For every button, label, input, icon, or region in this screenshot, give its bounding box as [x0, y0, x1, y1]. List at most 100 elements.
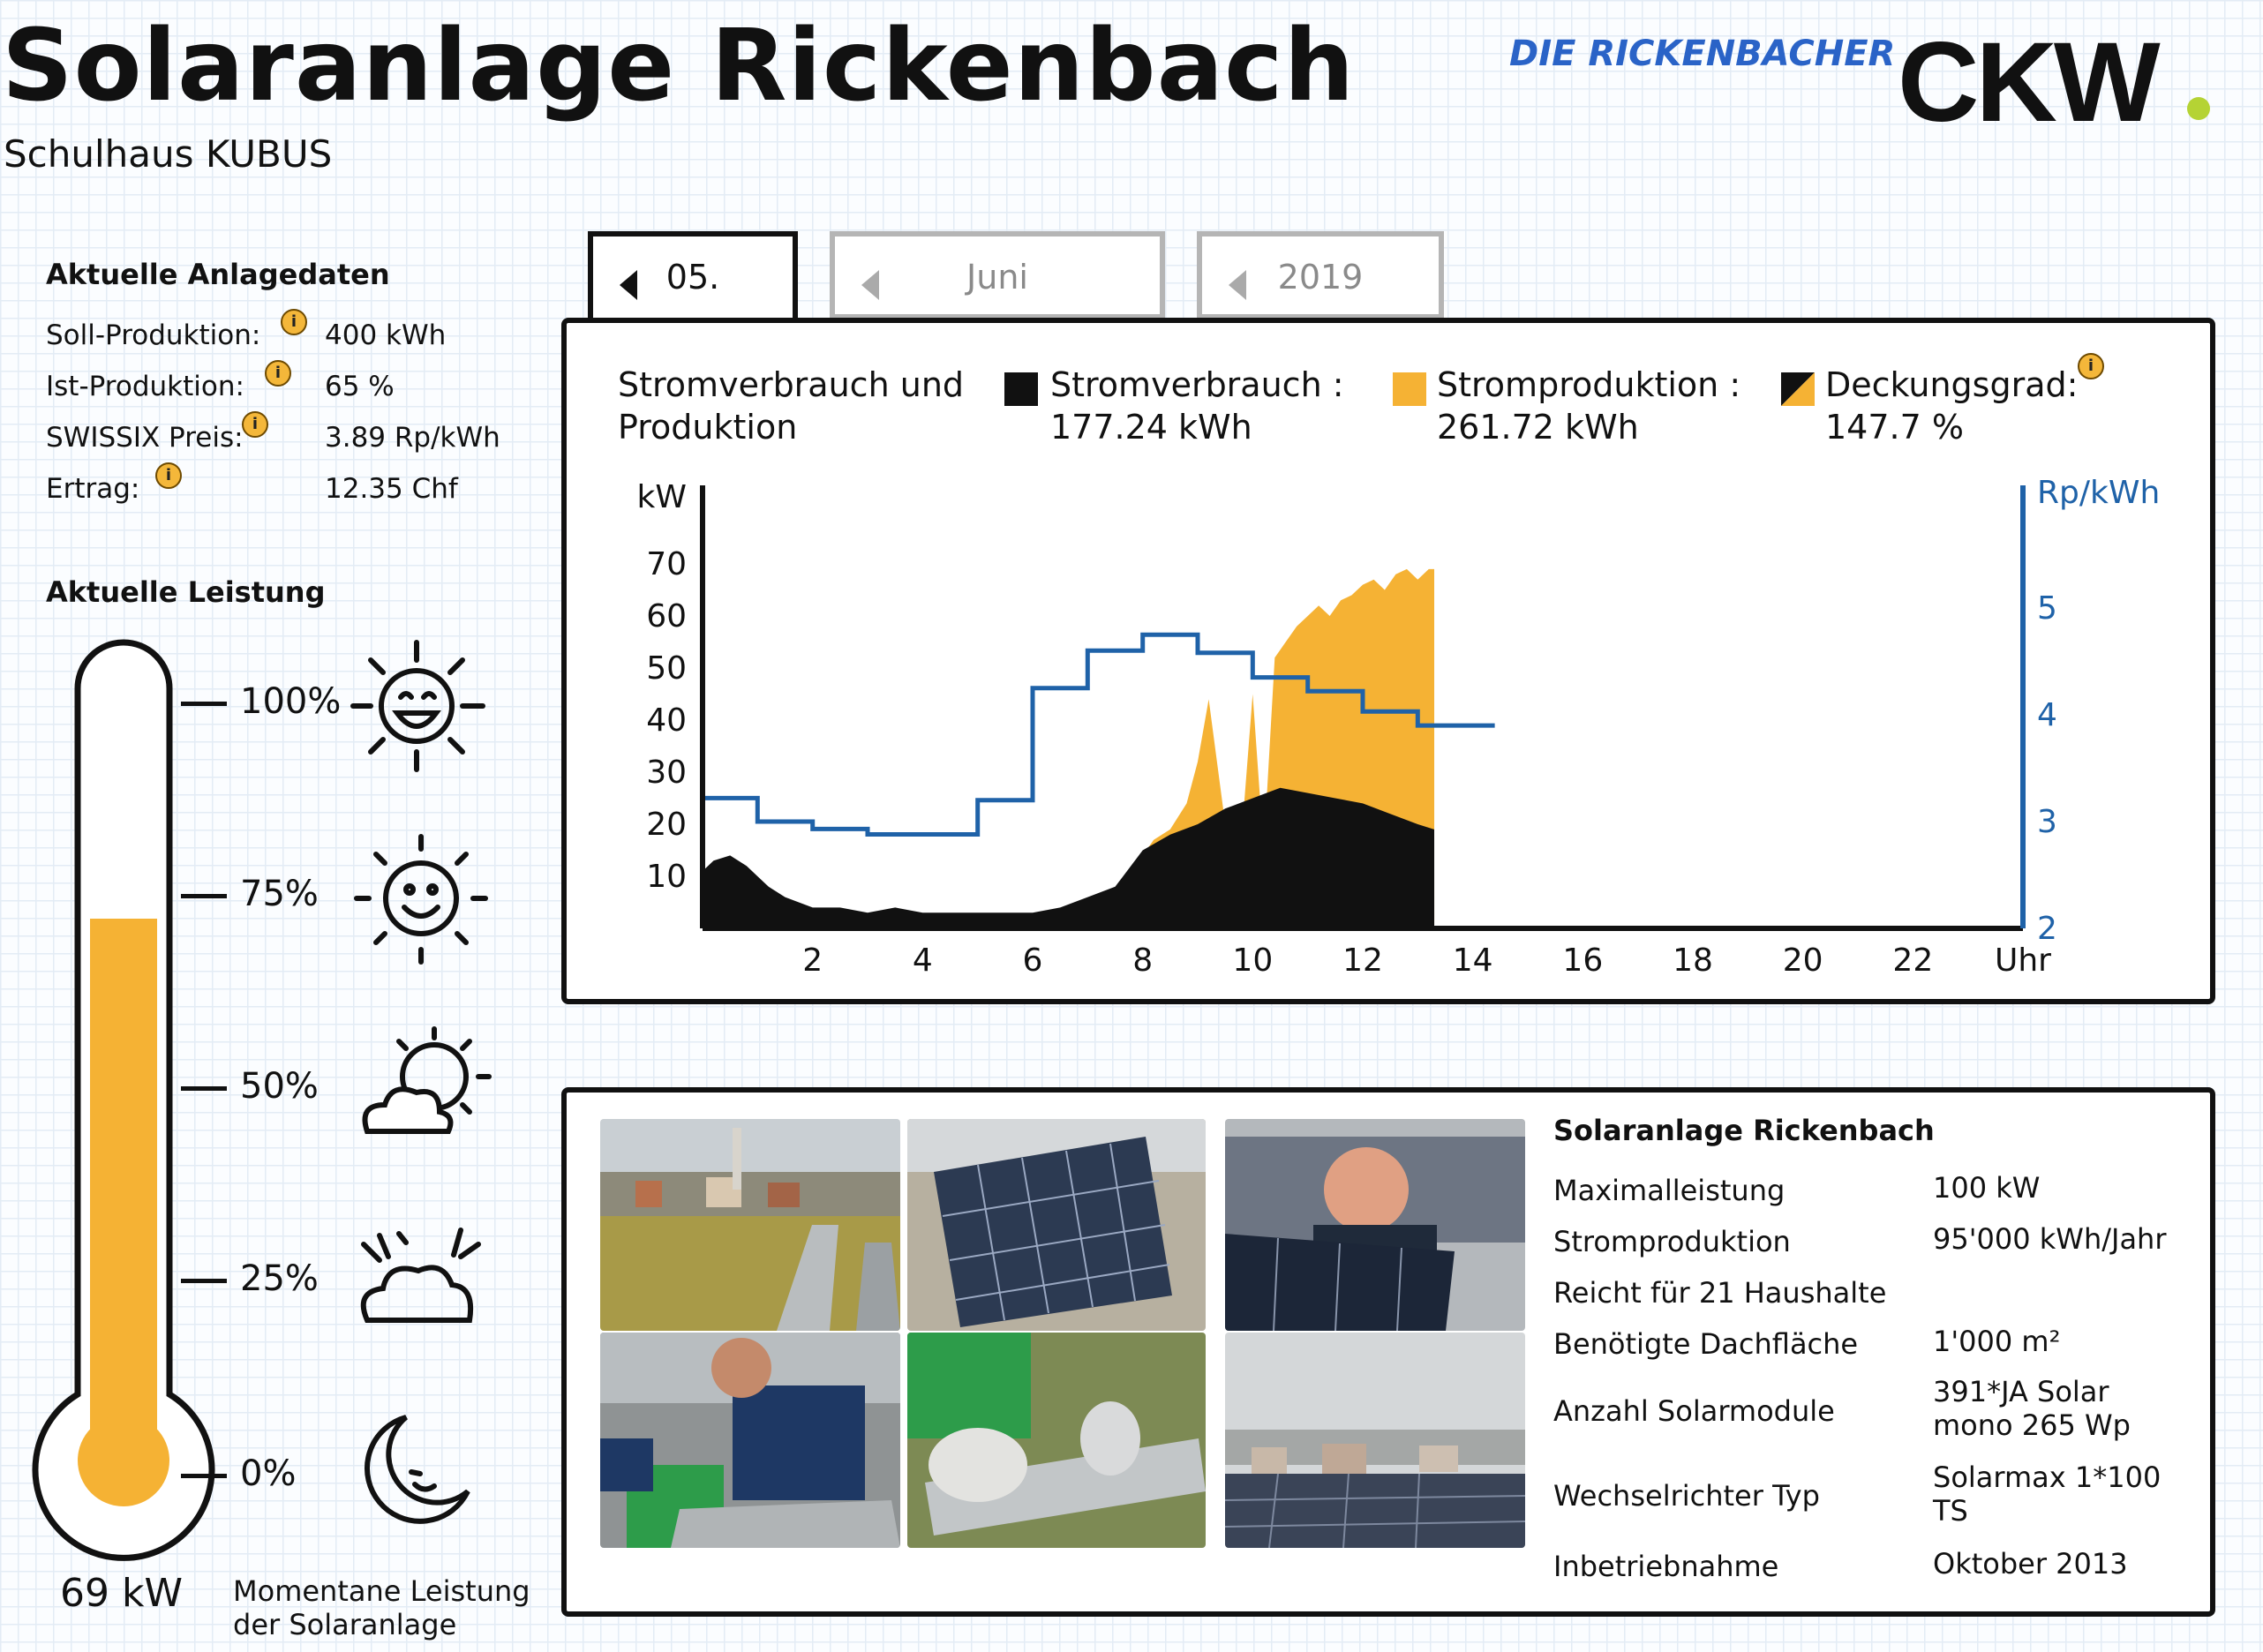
x-tick-label: 4 — [913, 942, 933, 979]
consumption-area — [703, 787, 1435, 928]
fact-label: Benötigte Dachfläche — [1553, 1327, 1859, 1361]
legend-deckungsgrad-label: Deckungsgrad: — [1825, 365, 2079, 404]
anlagedaten-heading: Aktuelle Anlagedaten — [46, 258, 390, 291]
fact-value: 95'000 kWh/Jahr — [1933, 1222, 2167, 1256]
x-tick-label: 22 — [1892, 942, 1933, 979]
soll-produktion-value: 400 kWh — [325, 319, 447, 351]
chart-title-2: Produktion — [618, 408, 798, 447]
scale-tick — [181, 894, 227, 898]
fact-label: Stromproduktion — [1553, 1225, 1791, 1258]
x-tick-label: 8 — [1132, 942, 1153, 979]
logo-dot — [2187, 97, 2210, 120]
x-tick-label: 14 — [1453, 942, 1493, 979]
y-tick-label: 70 — [646, 546, 687, 582]
foggy-panels-photo — [1225, 1333, 1525, 1548]
y-tick-label: 60 — [646, 598, 687, 635]
y2-tick-label: 4 — [2037, 697, 2057, 733]
y-tick-label: 10 — [646, 859, 687, 895]
info-icon[interactable]: i — [281, 309, 307, 335]
fact-label: Wechselrichter Typ — [1553, 1479, 1820, 1513]
ertrag-value: 12.35 Chf — [325, 473, 458, 505]
legend-swatch-verbrauch — [1004, 372, 1038, 406]
fact-label: Maximalleistung — [1553, 1174, 1786, 1207]
thermometer-bulb — [78, 1415, 169, 1506]
ist-produktion-label: Ist-Produktion: — [46, 371, 244, 402]
y2-tick-label: 2 — [2037, 911, 2057, 947]
tab-month-label: Juni — [966, 258, 1028, 297]
y-tick-label: 50 — [646, 650, 687, 687]
ist-produktion-value: 65 % — [325, 371, 395, 402]
solar-panel-closeup-photo — [907, 1119, 1206, 1331]
y-tick-label: 30 — [646, 755, 687, 791]
info-icon[interactable]: i — [242, 411, 268, 438]
scale-tick — [181, 1279, 227, 1283]
gloved-hands-photo — [907, 1333, 1206, 1548]
fact-label: Reicht für 21 Haushalte — [1553, 1276, 1887, 1310]
x-tick-label: 12 — [1342, 942, 1383, 979]
legend-swatch-produktion — [1393, 372, 1426, 406]
legend-verbrauch-value: 177.24 kWh — [1050, 408, 1252, 447]
ckw-logo: CKW — [1898, 19, 2161, 146]
info-icon[interactable]: i — [155, 462, 182, 489]
y2-tick-label: 5 — [2037, 590, 2057, 627]
tab-year-label: 2019 — [1277, 258, 1364, 297]
soll-produktion-label: Soll-Produktion: — [46, 319, 261, 351]
chevron-left-icon[interactable] — [1229, 270, 1246, 300]
ertrag-label: Ertrag: — [46, 473, 140, 505]
fact-label: Anzahl Solarmodule — [1553, 1394, 1835, 1428]
worker-holding-panel-photo — [1225, 1119, 1525, 1331]
info-icon[interactable]: i — [265, 360, 291, 387]
sun-cloud-icon — [362, 1026, 492, 1134]
legend-verbrauch-label: Stromverbrauch : — [1050, 365, 1344, 404]
page-subtitle: Schulhaus KUBUS — [4, 132, 333, 176]
x-tick-label: 18 — [1673, 942, 1713, 979]
legend-deckungsgrad-value: 147.7 % — [1825, 408, 1964, 447]
x-tick-label: 10 — [1232, 942, 1273, 979]
fact-value: 1'000 m² — [1933, 1325, 2061, 1358]
leistung-value: 69 kW — [60, 1571, 183, 1616]
facts-heading: Solaranlage Rickenbach — [1553, 1114, 1935, 1147]
scale-tick — [181, 1086, 227, 1091]
swissix-preis-value: 3.89 Rp/kWh — [325, 422, 500, 454]
chevron-left-icon[interactable] — [861, 270, 879, 300]
tab-month[interactable]: Juni — [830, 231, 1165, 319]
info-icon[interactable]: i — [2078, 353, 2104, 379]
chevron-left-icon[interactable] — [620, 270, 637, 300]
tagline: DIE RICKENBACHER — [1509, 34, 1896, 74]
tab-day-label: 05. — [665, 258, 720, 297]
fact-value: 391*JA Solar mono 265 Wp — [1933, 1375, 2131, 1442]
thermometer-level — [90, 919, 157, 1438]
x-tick-label: 2 — [802, 942, 823, 979]
scale-tick — [181, 1474, 227, 1478]
y2-axis-label: Rp/kWh — [2037, 477, 2160, 511]
fact-value: 100 kW — [1933, 1171, 2041, 1205]
tab-year[interactable]: 2019 — [1197, 231, 1444, 319]
leistung-caption-2: der Solaranlage — [233, 1608, 457, 1641]
rooftop-village-photo — [600, 1119, 900, 1331]
fact-value: Solarmax 1*100 TS — [1933, 1461, 2162, 1528]
moon-icon — [365, 1415, 470, 1524]
scale-tick — [181, 702, 227, 706]
legend-produktion-label: Stromproduktion : — [1437, 365, 1741, 404]
x-tick-label: 20 — [1783, 942, 1823, 979]
chart-title-1: Stromverbrauch und — [618, 365, 965, 404]
legend-produktion-value: 261.72 kWh — [1437, 408, 1639, 447]
swissix-preis-label: SWISSIX Preis: — [46, 422, 244, 454]
y-axis-label: kW — [637, 479, 687, 515]
cloud-icon — [360, 1228, 481, 1323]
scale-label: 50% — [240, 1066, 319, 1107]
page-title: Solaranlage Rickenbach — [2, 9, 1356, 124]
workers-installing-photo — [600, 1333, 900, 1548]
thermometer — [32, 639, 215, 1561]
sun-laughing-icon — [350, 640, 485, 772]
y-tick-label: 40 — [646, 702, 687, 739]
tab-day[interactable]: 05. — [588, 231, 798, 323]
leistung-heading: Aktuelle Leistung — [46, 575, 326, 609]
scale-label: 0% — [240, 1453, 297, 1494]
legend-swatch-deckungsgrad — [1781, 372, 1815, 406]
price-line — [703, 632, 1495, 837]
leistung-caption-1: Momentane Leistung — [233, 1574, 530, 1608]
sun-smiling-icon — [354, 834, 488, 965]
x-tick-label: 16 — [1562, 942, 1603, 979]
scale-label: 100% — [240, 681, 342, 722]
